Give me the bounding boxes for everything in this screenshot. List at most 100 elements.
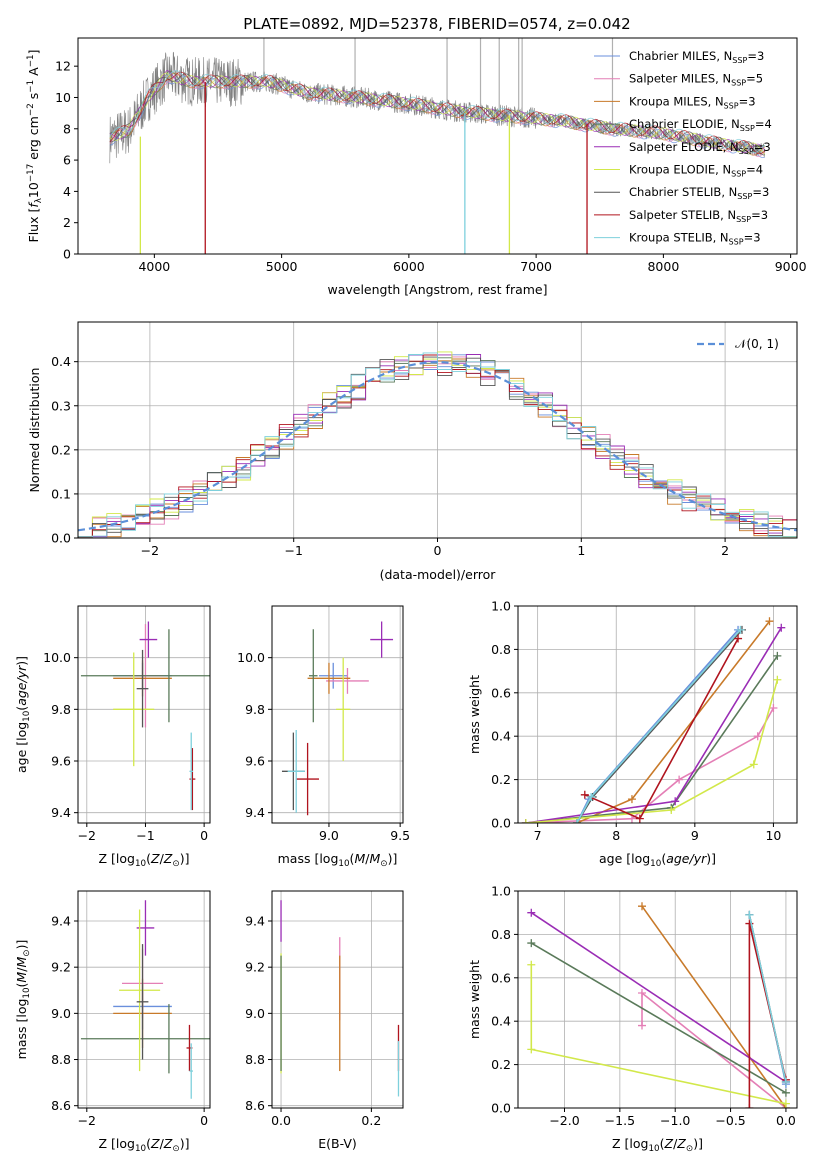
panel-mass-vs-Z: −2 0 8.6 8.8 9.0 9.2 9.4 Z [log10(Z/Z⊙)] mass [l… (14, 890, 211, 1154)
y-tick-label: 9.8 (245, 702, 265, 717)
y-tick-label: 0.6 (491, 685, 511, 700)
panel-spectrum: 4000 5000 6000 7000 8000 9000 0 2 4 6 8 10 12 wavelen… (26, 37, 807, 297)
axes-frame (517, 890, 798, 1109)
plot-area (78, 891, 210, 1108)
x-tick-label: 10 (765, 828, 781, 843)
y-tick-label: 0.6 (491, 970, 511, 985)
series-kroupa-elodie (521, 675, 782, 823)
series-line (584, 638, 739, 820)
series-point (667, 805, 676, 814)
y-tick-label: 0.4 (491, 729, 511, 744)
series-line (530, 964, 787, 1105)
legend-entry: Salpeter STELIB, NSSP=3 (629, 208, 768, 224)
x-tick-label: −1.5 (605, 1113, 635, 1128)
series-point (527, 1045, 536, 1054)
x-axis-label: (data-model)/error (380, 567, 497, 582)
legend-entry: Chabrier MILES, NSSP=3 (629, 49, 764, 65)
x-tick-label: −1 (284, 543, 302, 558)
series-point (580, 790, 589, 799)
model-spectrum-kroupa-stelib (109, 70, 766, 154)
plot-area (518, 891, 797, 1108)
y-tick-label: 0.8 (491, 642, 511, 657)
series-salpeter-miles (521, 703, 778, 823)
axes-frame (271, 890, 404, 1109)
x-tick-label: 5000 (266, 259, 298, 274)
y-tick-label: 0.0 (491, 1101, 511, 1116)
y-tick-label: 0 (63, 247, 71, 262)
series-line (530, 942, 787, 1094)
y-tick-label: 8.8 (51, 1052, 71, 1067)
series-line (530, 912, 787, 1083)
legend-entry: 𝒩(0, 1) (735, 337, 779, 351)
axes-frame (77, 890, 211, 1109)
series-chabrier-elodie (521, 651, 782, 823)
series-line (525, 679, 779, 823)
series-point (521, 819, 530, 823)
y-tick-label: 9.2 (51, 960, 71, 975)
x-tick-label: 0 (200, 828, 208, 843)
chart-panels: 4000 5000 6000 7000 8000 9000024681012wavelen… (14, 37, 807, 1154)
series-salpeter-elodie (527, 908, 790, 1086)
errorbar-salpeter-miles (326, 668, 369, 694)
x-tick-label: 6000 (393, 259, 425, 274)
series-line (748, 923, 787, 1108)
x-tick-label: 0.2 (361, 1113, 381, 1128)
legend-entry: Kroupa MILES, NSSP=3 (629, 94, 756, 110)
errorbar-chabrier-elodie (309, 629, 318, 723)
plot-area (78, 322, 797, 538)
errorbar-kroupa-elodie (119, 909, 161, 1072)
series-line (641, 905, 787, 1108)
series-line (576, 620, 771, 823)
y-tick-label: 9.4 (51, 805, 71, 820)
plot-area (78, 606, 210, 823)
y-axis-label: Flux [fλ10−17 erg cm−2 s−1 A−1] (26, 50, 44, 243)
x-axis-label: E(B-V) (318, 1136, 357, 1151)
legend: Chabrier MILES, NSSP=3 Salpeter MILES, NS… (594, 49, 772, 247)
x-tick-label: 0.0 (776, 1113, 796, 1128)
errorbar-kroupa-stelib (287, 730, 305, 813)
series-point (527, 960, 536, 969)
legend-entry: Chabrier ELODIE, NSSP=4 (629, 117, 772, 133)
gaussian-curve (78, 360, 797, 532)
y-axis-label: mass [log10(M/M⊙)] (14, 940, 32, 1060)
errorbar-salpeter-stelib (296, 742, 319, 816)
series-point (638, 1021, 646, 1030)
x-axis-label: Z [log10(Z/Z⊙)] (99, 1136, 190, 1154)
x-tick-label: 9 (691, 828, 699, 843)
panel-mass-vs-ebv: 0.0 0.2 8.6 8.8 9.0 9.2 9.4 E(B-V) (245, 890, 404, 1151)
y-tick-label: 12 (55, 59, 71, 74)
y-axis-label: mass weight (467, 675, 482, 754)
legend-entry: Kroupa ELODIE, NSSP=4 (629, 163, 763, 179)
errorbar-kroupa-stelib (189, 1043, 193, 1099)
series-line (748, 914, 787, 1083)
series-line (576, 629, 743, 823)
x-tick-label: −2 (141, 543, 159, 558)
x-tick-label: 9.5 (390, 828, 410, 843)
series-kroupa-stelib (745, 910, 790, 1086)
axes-frame (77, 37, 798, 255)
panel-age-vs-Z: −2 −1 0 9.4 9.6 9.8 10.0 Z [log10(Z/Z⊙)] age [lo… (14, 605, 211, 869)
y-tick-label: 8.6 (51, 1098, 71, 1113)
y-tick-label: 9.4 (245, 914, 265, 929)
y-axis-label: mass weight (467, 960, 482, 1039)
legend-entry: Salpeter MILES, NSSP=5 (629, 72, 763, 88)
y-axis-label: age [log10(age/yr)] (14, 656, 32, 773)
errorbar-kroupa-elodie (336, 657, 351, 761)
x-axis-label: Z [log10(Z/Z⊙)] (612, 1136, 703, 1154)
errorbar-chabrier-elodie (80, 1004, 210, 1074)
y-tick-label: 9.6 (245, 754, 265, 769)
series-point (635, 814, 644, 823)
series-chabrier-elodie (527, 939, 790, 1097)
model-spectrum-chabrier-elodie (109, 71, 766, 155)
y-tick-label: 9.0 (245, 1006, 265, 1021)
y-tick-label: 8.6 (245, 1098, 265, 1113)
series-point (781, 1099, 790, 1108)
series-point (675, 775, 684, 784)
y-tick-label: 10.0 (237, 650, 265, 665)
y-tick-label: 9.6 (51, 754, 71, 769)
y-tick-label: 9.8 (51, 702, 71, 717)
errorbar-salpeter-stelib (189, 748, 196, 811)
series-kroupa-elodie (527, 960, 790, 1108)
x-tick-label: 1 (577, 543, 585, 558)
